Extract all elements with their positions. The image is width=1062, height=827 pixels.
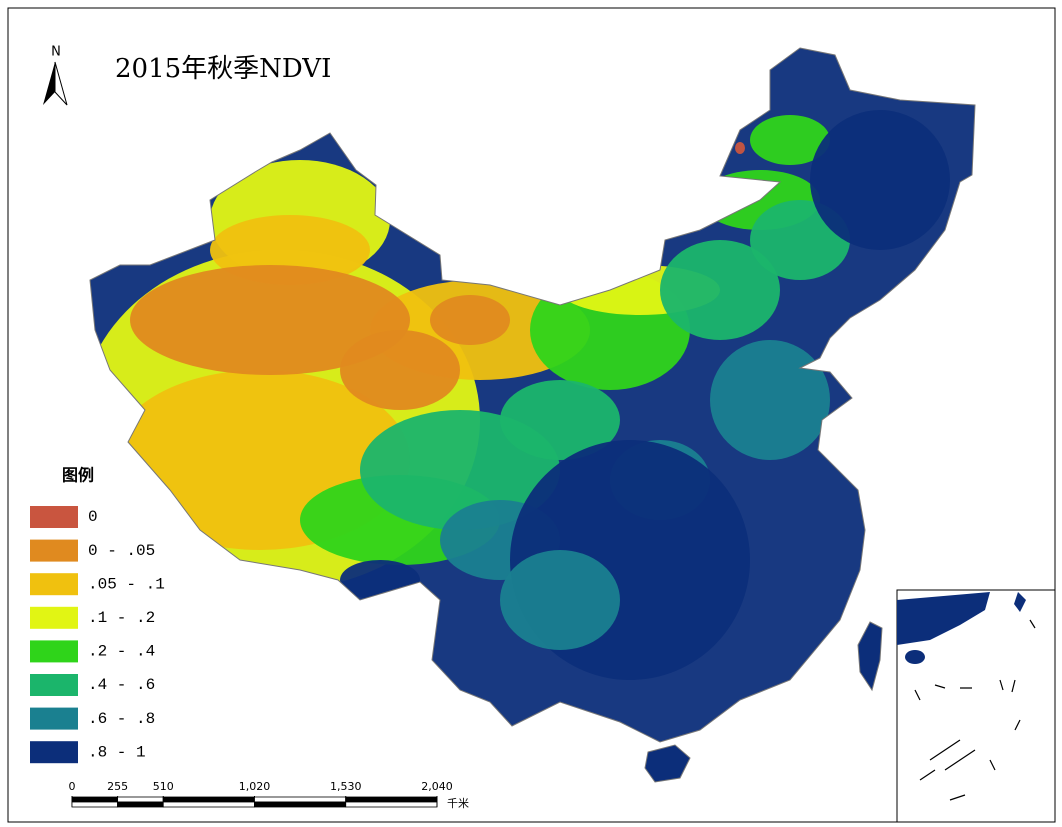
scale-label: 255 [107, 780, 128, 793]
ndvi-zone [340, 330, 460, 410]
taiwan [857, 621, 883, 692]
legend-swatch [30, 573, 78, 596]
scale-segment [117, 796, 164, 803]
legend-label: 0 - .05 [88, 542, 155, 560]
legend-swatch [30, 506, 78, 528]
scale-label: 1,020 [239, 780, 271, 793]
legend-swatch [30, 707, 78, 730]
ndvi-zone [500, 380, 620, 460]
scale-label: 510 [153, 780, 174, 793]
legend-title: 图例 [62, 466, 94, 485]
ndvi-zone [750, 115, 830, 165]
map-title: 2015年秋季NDVI [115, 54, 331, 84]
legend-swatch [30, 606, 78, 629]
north-arrow: N [43, 45, 68, 106]
scale-segment [254, 801, 347, 808]
scale-label: 0 [69, 780, 76, 793]
scale-segment [162, 801, 255, 808]
hainan [644, 744, 691, 783]
ndvi-zone [710, 340, 830, 460]
north-label: N [51, 45, 61, 60]
legend-label: .6 - .8 [88, 710, 155, 728]
scale-segment [345, 801, 438, 808]
scale-label: 1,530 [330, 780, 362, 793]
legend-label: .8 - 1 [88, 743, 146, 761]
ndvi-zone [130, 265, 410, 375]
scale-segment [71, 796, 119, 803]
legend-label: .1 - .2 [88, 609, 155, 627]
ndvi-zone [810, 110, 950, 250]
legend-label: 0 [88, 508, 98, 526]
scale-segment [162, 796, 255, 803]
scale-segment [117, 801, 164, 808]
scale-label: 2,040 [421, 780, 453, 793]
inset-map [896, 589, 1056, 823]
legend-swatch [30, 674, 78, 696]
scale-segment [71, 801, 119, 808]
legend-swatch [30, 741, 78, 764]
legend: 0 0 - .05 .05 - .1 .1 - .2 .2 - .4 .4 - .6 .6 … [30, 506, 165, 764]
ndvi-zone [735, 142, 745, 154]
legend-label: .05 - .1 [88, 575, 165, 593]
legend-swatch [30, 539, 78, 562]
scale-unit: 千米 [447, 797, 469, 810]
islands [644, 621, 883, 783]
legend-label: .2 - .4 [88, 643, 155, 661]
map-frame [7, 7, 1056, 823]
scale-segment [254, 796, 347, 803]
ndvi-zone [430, 295, 510, 345]
legend-label: .4 - .6 [88, 676, 155, 694]
ndvi-zone [660, 240, 780, 340]
legend-swatch [30, 640, 78, 663]
ndvi-zone [500, 550, 620, 650]
scale-segment [345, 796, 438, 803]
scale-bar: 0 255 510 1,020 1,530 2,040 千米 [69, 780, 470, 810]
